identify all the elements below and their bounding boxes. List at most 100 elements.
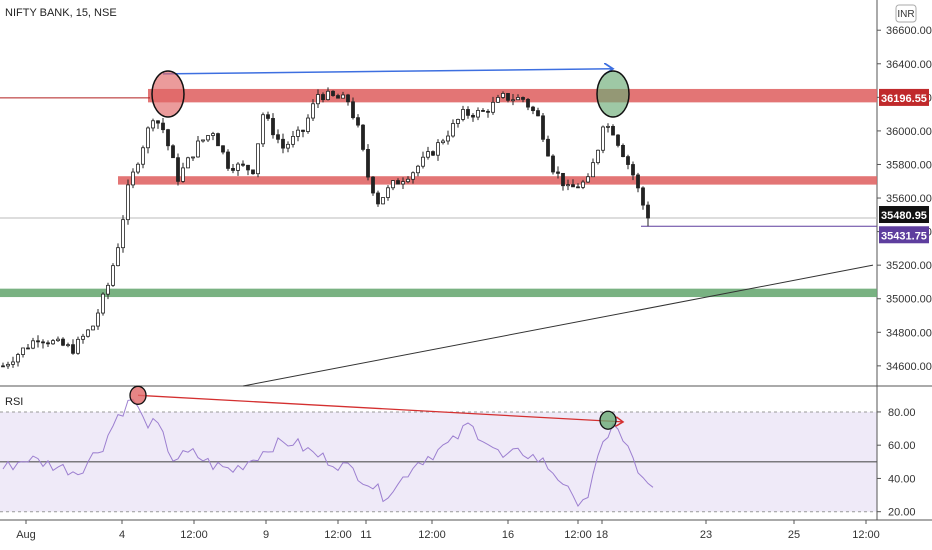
candle-body[interactable] — [496, 97, 500, 103]
candle-body[interactable] — [416, 165, 420, 174]
candle-body[interactable] — [286, 143, 290, 149]
candle-body[interactable] — [66, 344, 70, 347]
candle-body[interactable] — [271, 118, 275, 136]
trendline-long-support[interactable] — [242, 264, 874, 387]
candle-body[interactable] — [471, 114, 475, 118]
candle-body[interactable] — [41, 341, 45, 344]
candle-body[interactable] — [541, 115, 545, 140]
candle-body[interactable] — [36, 340, 40, 343]
trendline-rsi-top[interactable] — [137, 394, 623, 422]
candle-body[interactable] — [546, 138, 550, 157]
candle-body[interactable] — [481, 110, 485, 112]
candle-body[interactable] — [51, 340, 55, 345]
candle-body[interactable] — [166, 129, 170, 147]
candle-body[interactable] — [226, 151, 230, 169]
candle-body[interactable] — [206, 135, 210, 141]
candle-body[interactable] — [181, 167, 185, 182]
candle-body[interactable] — [76, 338, 80, 354]
candle-body[interactable] — [331, 90, 335, 96]
candle-body[interactable] — [171, 145, 175, 159]
candle-body[interactable] — [556, 171, 560, 174]
candle-body[interactable] — [276, 134, 280, 140]
candle-body[interactable] — [636, 174, 640, 189]
price-tag-low[interactable] — [879, 226, 929, 244]
candle-body[interactable] — [511, 99, 515, 102]
candle-body[interactable] — [476, 110, 480, 118]
candle-body[interactable] — [46, 342, 50, 345]
candle-body[interactable] — [631, 164, 635, 176]
candle-body[interactable] — [371, 176, 375, 194]
candle-body[interactable] — [501, 93, 505, 98]
marker-rsi-high-2[interactable] — [599, 410, 617, 430]
candle-body[interactable] — [421, 156, 425, 167]
candle-body[interactable] — [86, 329, 90, 337]
candle-body[interactable] — [16, 354, 20, 363]
candle-body[interactable] — [186, 157, 190, 169]
candle-body[interactable] — [466, 109, 470, 116]
candle-body[interactable] — [81, 335, 85, 340]
candle-body[interactable] — [381, 197, 385, 205]
candle-body[interactable] — [126, 184, 130, 221]
candle-body[interactable] — [281, 138, 285, 149]
candle-body[interactable] — [111, 265, 115, 286]
candle-body[interactable] — [441, 140, 445, 144]
candle-body[interactable] — [161, 122, 165, 131]
candle-body[interactable] — [1, 365, 5, 368]
candle-body[interactable] — [61, 338, 65, 346]
marker-rsi-high-1[interactable] — [129, 385, 147, 405]
candle-body[interactable] — [351, 101, 355, 119]
price-tag-level[interactable] — [879, 88, 929, 106]
candle-body[interactable] — [101, 293, 105, 314]
candle-body[interactable] — [486, 110, 490, 113]
candle-body[interactable] — [146, 127, 150, 149]
candle-body[interactable] — [591, 162, 595, 178]
zone-support-mid[interactable] — [118, 176, 877, 185]
candle-body[interactable] — [336, 95, 340, 99]
candle-body[interactable] — [446, 135, 450, 142]
candle-body[interactable] — [401, 181, 405, 185]
candle-body[interactable] — [296, 129, 300, 137]
candle-body[interactable] — [576, 186, 580, 189]
currency-badge[interactable]: INR — [897, 9, 914, 20]
candle-body[interactable] — [386, 187, 390, 198]
candle-body[interactable] — [201, 139, 205, 142]
candle-body[interactable] — [506, 93, 510, 101]
candle-body[interactable] — [156, 120, 160, 124]
candle-body[interactable] — [321, 94, 325, 101]
price-axis[interactable]: 36600.0036400.0036200.0036000.0035800.00… — [877, 25, 932, 373]
candle-body[interactable] — [341, 94, 345, 99]
rsi-axis[interactable]: 80.00 60.00 40.00 20.00 — [877, 407, 916, 519]
marker-high-2[interactable] — [596, 70, 630, 118]
candle-body[interactable] — [646, 204, 650, 219]
candle-body[interactable] — [566, 184, 570, 187]
candle-body[interactable] — [406, 178, 410, 183]
candle-body[interactable] — [11, 361, 15, 365]
candle-body[interactable] — [21, 347, 25, 355]
candle-body[interactable] — [56, 338, 60, 342]
candle-body[interactable] — [136, 163, 140, 173]
candle-body[interactable] — [301, 129, 305, 132]
candle-body[interactable] — [216, 133, 220, 147]
candle-body[interactable] — [311, 103, 315, 119]
candle-body[interactable] — [106, 284, 110, 295]
candle-body[interactable] — [191, 156, 195, 159]
candle-body[interactable] — [491, 101, 495, 113]
price-pane[interactable] — [0, 0, 877, 386]
candle-body[interactable] — [196, 140, 200, 158]
candle-body[interactable] — [431, 151, 435, 156]
candle-body[interactable] — [626, 156, 630, 165]
candle-body[interactable] — [306, 117, 310, 132]
candle-body[interactable] — [31, 340, 35, 349]
candle-body[interactable] — [586, 176, 590, 183]
marker-high-1[interactable] — [151, 70, 185, 118]
candle-body[interactable] — [251, 169, 255, 175]
candle-body[interactable] — [91, 325, 95, 331]
candle-body[interactable] — [346, 94, 350, 103]
candle-body[interactable] — [221, 145, 225, 153]
candle-body[interactable] — [451, 123, 455, 137]
candle-body[interactable] — [616, 134, 620, 146]
candle-body[interactable] — [26, 347, 30, 350]
candle-body[interactable] — [521, 97, 525, 100]
candle-body[interactable] — [6, 363, 10, 367]
candle-body[interactable] — [531, 106, 535, 112]
